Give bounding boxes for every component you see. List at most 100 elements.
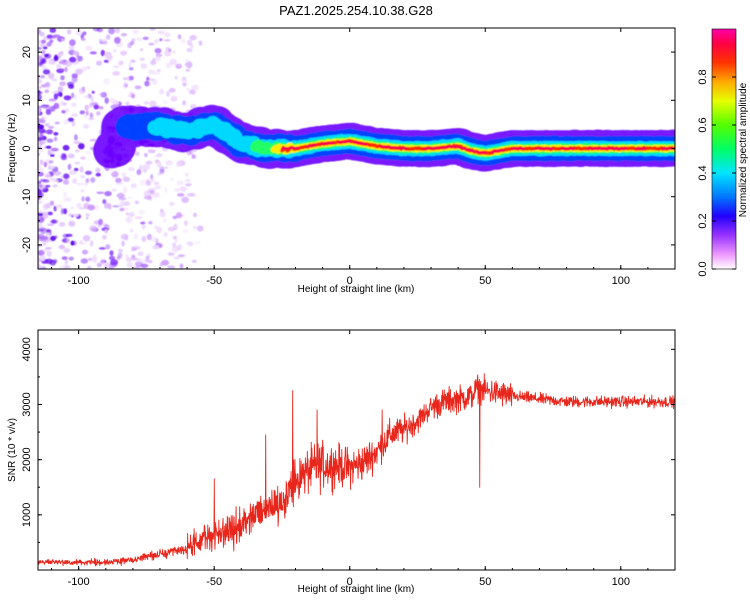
spectrogram-noise-blob [109,250,114,256]
spectrogram-x-tick-label: 0 [347,275,353,287]
spectrogram-noise-blob [173,256,180,260]
spectrogram-noise-blob [81,196,85,202]
spectrogram-noise-blob [68,84,75,89]
spectrogram-noise-blob [140,221,146,225]
spectrogram-noise-blob [185,58,190,64]
snr-x-tick-label: -50 [206,576,222,588]
spectrogram-noise-blob [181,79,188,83]
spectrogram-noise-blob [94,204,100,212]
spectrogram-noise-blob [50,235,56,242]
spectrogram-noise-blob [44,174,52,178]
spectrogram-noise-blob [119,207,124,212]
spectrogram-noise-blob [117,248,123,253]
spectrogram-noise-blob [74,161,81,165]
spectrogram-noise-blob [110,259,119,266]
spectrogram-noise-blob [80,33,85,40]
spectrogram-noise-blob [108,203,112,210]
spectrogram-noise-blob [70,240,75,246]
spectrogram-noise-blob [134,216,143,220]
spectrogram-noise-blob [57,91,63,97]
spectrogram-noise-blob [197,225,204,232]
spectrogram-noise-blob [192,225,199,230]
spectrogram-noise-blob [103,59,109,63]
spectrogram-noise-blob [114,36,121,44]
spectrogram-noise-blob [73,94,78,100]
spectrogram-noise-blob [159,211,166,218]
spectrogram-noise-blob [191,84,199,91]
snr-x-tick-label: 100 [612,576,630,588]
spectrogram-noise-blob [128,62,132,68]
spectrogram-noise-blob [172,235,178,240]
spectrogram-noise-blob [162,100,169,104]
spectrogram-noise-blob [45,229,51,233]
spectrogram-noise-blob [58,52,63,57]
spectrogram-noise-blob [87,103,93,109]
snr-x-tick-label: 0 [347,576,353,588]
spectrogram-noise-blob [73,140,82,145]
spectrogram-noise-blob [103,78,110,85]
spectrogram-noise-blob [100,49,106,57]
spectrogram-noise-blob [65,233,73,237]
spectrogram-noise-blob [56,204,63,209]
spectrogram-noise-blob [78,207,85,210]
spectrogram-noise-blob [47,211,53,216]
snr-x-label: Height of straight line (km) [298,584,415,595]
spectrogram-noise-blob [144,80,151,87]
spectrogram-noise-blob [91,227,98,232]
spectrogram-noise-blob [67,153,75,159]
spectrogram-noise-blob [38,212,44,217]
spectrogram-noise-blob [147,260,153,264]
spectrogram-noise-blob [71,92,75,99]
spectrogram-y-tick-label: -10 [21,189,33,205]
spectrogram-noise-blob [102,235,107,240]
spectrogram-noise-blob [39,140,43,147]
figure-title: PAZ1.2025.254.10.38.G28 [279,3,433,18]
spectrogram-noise-blob [53,259,58,264]
spectrogram-noise-blob [112,100,120,106]
spectrogram-noise-blob [157,30,165,35]
spectrogram-noise-blob [39,254,46,262]
spectrogram-noise-blob [134,85,142,90]
spectrogram-noise-blob [112,71,120,76]
spectrogram-noise-blob [43,242,47,246]
spectrogram-noise-blob [62,144,70,151]
spectrogram-noise-blob [41,49,46,55]
spectrogram-noise-blob [123,201,131,206]
spectrogram-noise-blob [38,124,45,130]
colorbar-label: Normalized spectral amplitude [738,82,749,217]
spectrogram-noise-blob [64,174,70,179]
spectrogram-noise-blob [60,154,67,161]
spectrogram-noise-blob [140,48,144,52]
spectrogram-noise-blob [115,182,124,185]
spectrogram-noise-blob [120,50,128,56]
snr-frame [37,329,676,571]
spectrogram-noise-blob [118,60,124,66]
spectrogram-noise-blob [38,86,42,89]
spectrogram-noise-blob [104,97,109,104]
spectrogram-noise-blob [80,38,86,41]
spectrogram-noise-blob [192,259,197,263]
spectrogram-noise-blob [59,101,65,106]
snr-y-tick-label: 1000 [21,503,33,527]
spectrogram-noise-blob [115,28,121,34]
spectrogram-noise-blob [141,224,146,230]
spectrogram-noise-blob [129,228,134,233]
spectrogram-noise-blob [53,93,59,100]
spectrogram-noise-blob [165,62,172,69]
spectrogram-noise-blob [85,45,93,51]
spectrogram-noise-blob [89,240,94,247]
spectrogram-noise-blob [191,155,197,160]
spectrogram-noise-blob [41,39,46,44]
spectrogram-noise-blob [76,182,85,186]
spectrogram-noise-blob [160,208,164,213]
spectrogram-noise-blob [140,263,149,268]
spectrogram-noise-blob [46,41,52,47]
spectrogram-ridge-peak [353,141,368,146]
spectrogram-noise-blob [54,136,58,142]
spectrogram-noise-blob [116,192,125,199]
spectrogram-noise-blob [47,125,55,129]
spectrogram-noise-blob [184,62,190,67]
spectrogram-noise-blob [169,201,175,206]
spectrogram-noise-blob [80,156,86,160]
spectrogram-noise-blob [92,28,101,32]
